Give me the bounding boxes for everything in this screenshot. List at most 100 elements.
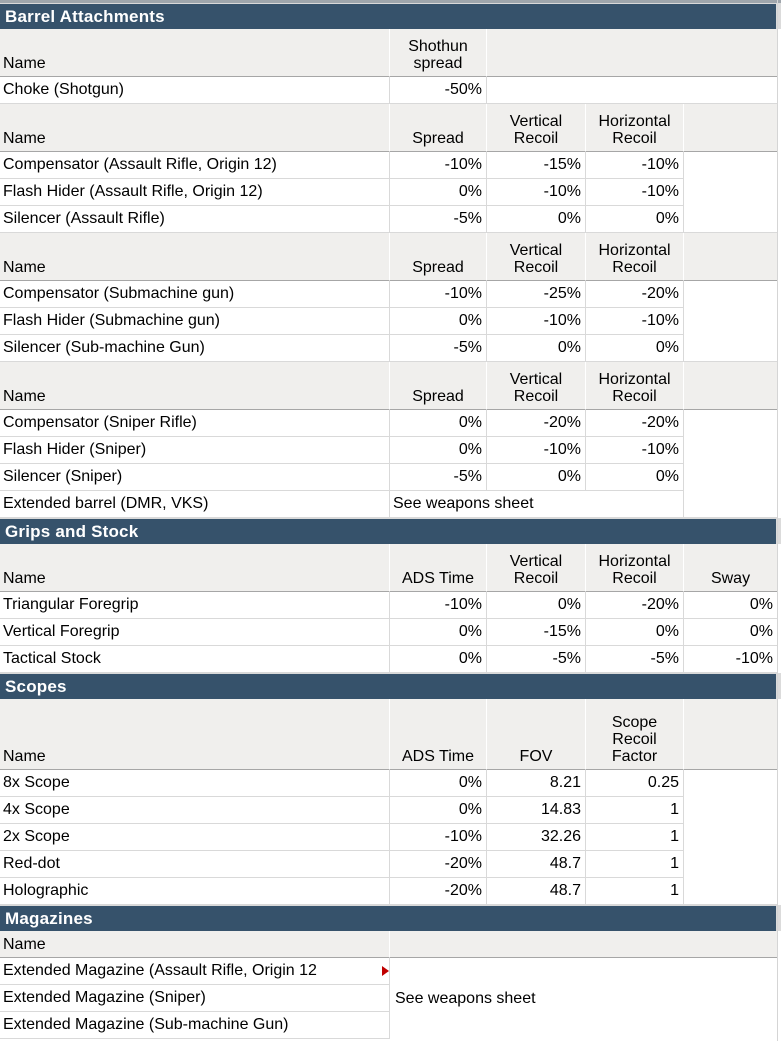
column-header[interactable]: Spread — [390, 362, 487, 410]
cell-value[interactable]: -20% — [586, 592, 684, 619]
cell-value[interactable]: 0% — [390, 179, 487, 206]
cell-value[interactable]: 1 — [586, 851, 684, 878]
cell-name[interactable]: Compensator (Sniper Rifle) — [0, 410, 390, 437]
cell-value[interactable]: -5% — [586, 646, 684, 673]
cell-value[interactable]: 8.21 — [487, 770, 586, 797]
cell-value[interactable]: -10% — [487, 179, 586, 206]
cell-name[interactable]: Triangular Foregrip — [0, 592, 390, 619]
cell-value[interactable]: 1 — [586, 797, 684, 824]
cell-value[interactable]: -5% — [487, 646, 586, 673]
cell-value[interactable]: 0% — [586, 206, 684, 233]
cell-value[interactable]: -5% — [390, 206, 487, 233]
column-header[interactable]: Name — [0, 29, 390, 77]
blank-cell[interactable] — [684, 152, 777, 233]
cell-name[interactable]: Red-dot — [0, 851, 390, 878]
cell-value[interactable]: -10% — [586, 152, 684, 179]
cell-value[interactable]: 1 — [586, 824, 684, 851]
cell-value[interactable]: 0% — [390, 646, 487, 673]
column-header[interactable]: Name — [0, 544, 390, 592]
cell-name[interactable]: Extended Magazine (Sub-machine Gun) — [0, 1012, 390, 1039]
cell-name[interactable]: 8x Scope — [0, 770, 390, 797]
section-title-band[interactable]: Barrel Attachments — [0, 3, 776, 29]
cell-value[interactable]: -5% — [390, 335, 487, 362]
cell-value[interactable]: 0% — [684, 592, 777, 619]
cell-value[interactable]: -50% — [390, 77, 487, 104]
cell-value[interactable]: -20% — [487, 410, 586, 437]
cell-name[interactable]: 2x Scope — [0, 824, 390, 851]
blank-cell[interactable] — [684, 410, 777, 518]
cell-name[interactable]: Flash Hider (Sniper) — [0, 437, 390, 464]
cell-value[interactable]: -20% — [586, 410, 684, 437]
column-header[interactable]: Scope Recoil Factor — [586, 699, 684, 770]
column-header-blank[interactable] — [684, 104, 777, 152]
column-header[interactable]: Vertical Recoil — [487, 233, 586, 281]
cell-value[interactable]: 0% — [390, 619, 487, 646]
cell-value[interactable]: 0% — [390, 770, 487, 797]
column-header[interactable]: Spread — [390, 104, 487, 152]
cell-value[interactable]: -5% — [390, 464, 487, 491]
cell-value[interactable]: 0% — [684, 619, 777, 646]
column-header[interactable]: Spread — [390, 233, 487, 281]
cell-name[interactable]: Flash Hider (Assault Rifle, Origin 12) — [0, 179, 390, 206]
cell-name[interactable]: Choke (Shotgun) — [0, 77, 390, 104]
cell-name[interactable]: Extended barrel (DMR, VKS) — [0, 491, 390, 518]
column-header-blank[interactable] — [684, 362, 777, 410]
cell-value[interactable]: -10% — [586, 179, 684, 206]
cell-name[interactable]: Vertical Foregrip — [0, 619, 390, 646]
cell-name[interactable]: Silencer (Sniper) — [0, 464, 390, 491]
cell-name[interactable]: Compensator (Assault Rifle, Origin 12) — [0, 152, 390, 179]
cell-value[interactable]: 1 — [586, 878, 684, 905]
column-header[interactable]: ADS Time — [390, 544, 487, 592]
blank-cell[interactable] — [684, 281, 777, 362]
column-header[interactable]: FOV — [487, 699, 586, 770]
column-header[interactable]: Name — [0, 233, 390, 281]
cell-value[interactable]: 0% — [390, 410, 487, 437]
column-header-blank[interactable] — [487, 29, 777, 77]
blank-cell[interactable] — [684, 770, 777, 905]
cell-value[interactable]: -10% — [487, 437, 586, 464]
cell-value[interactable]: 0% — [487, 592, 586, 619]
cell-value[interactable]: -10% — [586, 308, 684, 335]
cell-value[interactable]: 0% — [586, 464, 684, 491]
cell-value[interactable]: -20% — [586, 281, 684, 308]
column-header[interactable]: ADS Time — [390, 699, 487, 770]
column-header[interactable]: Horizontal Recoil — [586, 104, 684, 152]
cell-name[interactable]: Tactical Stock — [0, 646, 390, 673]
column-header[interactable]: Name — [0, 104, 390, 152]
cell-value[interactable]: -15% — [487, 152, 586, 179]
cell-value[interactable]: -10% — [390, 281, 487, 308]
column-header[interactable]: Horizontal Recoil — [586, 544, 684, 592]
note-cell[interactable]: See weapons sheet — [390, 958, 777, 1039]
blank-cell[interactable] — [487, 77, 777, 104]
cell-name[interactable]: Silencer (Sub-machine Gun) — [0, 335, 390, 362]
cell-value[interactable]: 48.7 — [487, 851, 586, 878]
cell-name[interactable]: Extended Magazine (Sniper) — [0, 985, 390, 1012]
column-header[interactable]: Horizontal Recoil — [586, 362, 684, 410]
column-header[interactable]: Sway — [684, 544, 777, 592]
column-header-blank[interactable] — [684, 699, 777, 770]
cell-value[interactable]: -10% — [390, 824, 487, 851]
column-header[interactable]: Name — [0, 931, 390, 958]
cell-name[interactable]: Silencer (Assault Rifle) — [0, 206, 390, 233]
cell-value[interactable]: 0% — [390, 308, 487, 335]
cell-value[interactable]: 32.26 — [487, 824, 586, 851]
column-header-blank[interactable] — [390, 931, 777, 958]
column-header[interactable]: Vertical Recoil — [487, 104, 586, 152]
cell-value[interactable]: -10% — [586, 437, 684, 464]
cell-name[interactable]: Flash Hider (Submachine gun) — [0, 308, 390, 335]
cell-value[interactable]: 0% — [390, 437, 487, 464]
cell-value[interactable]: 0% — [586, 335, 684, 362]
section-title-band[interactable]: Grips and Stock — [0, 518, 776, 544]
cell-value[interactable]: -10% — [684, 646, 777, 673]
cell-value[interactable]: 0.25 — [586, 770, 684, 797]
column-header[interactable]: Name — [0, 362, 390, 410]
cell-name[interactable]: See weapons sheet — [390, 491, 684, 518]
column-header-blank[interactable] — [684, 233, 777, 281]
cell-value[interactable]: -20% — [390, 851, 487, 878]
column-header[interactable]: Horizontal Recoil — [586, 233, 684, 281]
cell-value[interactable]: -20% — [390, 878, 487, 905]
cell-value[interactable]: -10% — [487, 308, 586, 335]
cell-value[interactable]: 0% — [586, 619, 684, 646]
cell-name[interactable]: Extended Magazine (Assault Rifle, Origin… — [0, 958, 390, 985]
cell-name[interactable]: Holographic — [0, 878, 390, 905]
